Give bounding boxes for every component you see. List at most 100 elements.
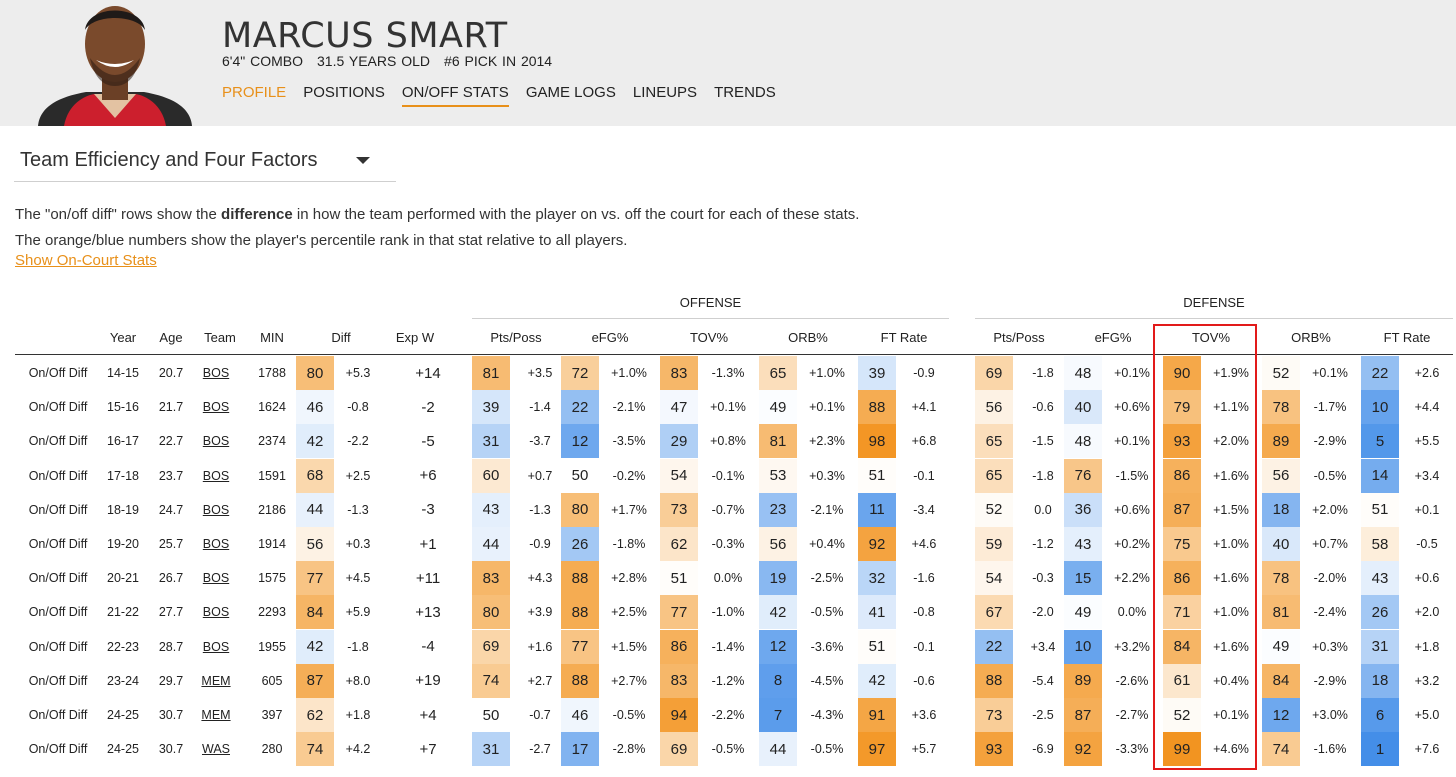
defense-percentile: 61 [1163,663,1201,698]
diff-value: -1.3 [347,502,369,517]
offense-value: -0.5% [612,708,646,722]
column-header-pts-poss[interactable]: Pts/Poss [490,330,542,345]
offense-percentile: 19 [759,561,797,596]
offense-percentile: 53 [759,458,797,493]
offense-value: -2.7 [529,742,551,757]
defense-percentile: 84 [1163,629,1201,664]
offense-percentile: 11 [858,492,896,527]
defense-value: -1.2 [1032,537,1054,551]
offense-percentile: 50 [472,698,510,732]
caret-down-icon [356,157,370,164]
diff-value: +4.2 [345,742,371,757]
offense-percentile: 81 [472,356,510,390]
column-header-orb-[interactable]: ORB% [788,330,828,345]
column-header-tov-[interactable]: TOV% [1191,330,1231,345]
defense-value: +2.0% [1213,434,1249,449]
column-header-age[interactable]: Age [159,330,183,345]
defense-percentile: 58 [1361,527,1399,561]
offense-percentile: 94 [660,698,698,732]
team-link[interactable]: BOS [202,537,230,551]
defense-value: -0.5% [1313,468,1347,483]
offense-value: 0.0% [713,571,743,586]
team-link[interactable]: BOS [202,400,230,415]
team-link[interactable]: BOS [202,434,230,449]
diff-value: +1.8 [345,708,371,722]
age-cell: 21.7 [158,400,184,415]
column-header-year[interactable]: Year [109,330,137,345]
diff-percentile: 42 [296,424,334,459]
tab-profile[interactable]: PROFILE [222,84,287,101]
offense-percentile: 44 [472,527,510,561]
team-link[interactable]: BOS [202,366,230,380]
defense-value: +0.1% [1312,366,1348,380]
defense-percentile: 10 [1064,629,1102,664]
column-header-ft-rate[interactable]: FT Rate [1383,330,1431,345]
tab-lineups[interactable]: LINEUPS [632,84,698,101]
offense-value: +1.7% [611,502,647,517]
offense-percentile: 74 [472,663,510,698]
tab-trends[interactable]: TRENDS [714,84,776,101]
offense-percentile: 47 [660,390,698,425]
team-link[interactable]: BOS [202,468,230,483]
tab-on-off-stats[interactable]: ON/OFF STATS [401,84,509,107]
offense-percentile: 39 [472,390,510,425]
year-cell: 24-25 [107,742,139,757]
diff-percentile: 87 [296,663,334,698]
offense-percentile: 46 [561,698,599,732]
column-header-exp-w[interactable]: Exp W [395,330,435,345]
team-link[interactable]: BOS [202,571,230,586]
defense-percentile: 5 [1361,424,1399,459]
defense-percentile: 54 [975,561,1013,596]
offense-value: -0.9 [913,366,935,380]
expected-wins: +7 [419,740,437,758]
column-header-team[interactable]: Team [204,330,236,345]
team-link[interactable]: BOS [202,639,230,654]
offense-value: +3.5 [527,366,553,380]
defense-percentile: 6 [1361,698,1399,732]
offense-percentile: 7 [759,698,797,732]
column-header-tov-[interactable]: TOV% [689,330,729,345]
defense-percentile: 78 [1262,390,1300,425]
player-header: MARCUS SMART 6'4" COMBO 31.5 YEARS OLD #6 … [0,0,1456,126]
group-header-offense: OFFENSE [679,295,742,310]
expected-wins: -4 [421,638,435,656]
defense-value: -2.0 [1032,605,1054,620]
defense-value: -2.9% [1313,434,1347,449]
team-link[interactable]: BOS [202,605,230,620]
stat-category-dropdown[interactable]: Team Efficiency and Four Factors [14,140,396,182]
offense-value: -1.6 [913,571,935,586]
offense-percentile: 12 [561,424,599,459]
defense-percentile: 93 [1163,424,1201,459]
diff-percentile: 84 [296,595,334,630]
show-on-court-stats-link[interactable]: Show On-Court Stats [15,252,157,269]
defense-value: -0.3 [1032,571,1054,586]
tab-positions[interactable]: POSITIONS [303,84,385,101]
column-header-orb-[interactable]: ORB% [1291,330,1331,345]
team-link[interactable]: MEM [201,673,231,688]
tab-game-logs[interactable]: GAME LOGS [525,84,616,101]
minutes-cell: 1575 [258,571,286,586]
defense-value: +7.6 [1414,742,1440,757]
defense-percentile: 67 [975,595,1013,630]
expected-wins: -5 [421,432,435,450]
column-header-ft-rate[interactable]: FT Rate [880,330,928,345]
column-header-diff[interactable]: Diff [331,330,351,345]
offense-value: -3.4 [913,502,935,517]
defense-percentile: 93 [975,732,1013,767]
expected-wins: -3 [421,501,435,519]
defense-value: -1.5% [1115,468,1149,483]
column-header-efg-[interactable]: eFG% [1094,330,1132,345]
column-header-efg-[interactable]: eFG% [591,330,629,345]
defense-percentile: 56 [975,390,1013,425]
team-link[interactable]: BOS [202,502,230,517]
column-header-pts-poss[interactable]: Pts/Poss [993,330,1045,345]
defense-percentile: 79 [1163,390,1201,425]
team-link[interactable]: MEM [201,708,231,722]
defense-percentile: 52 [975,492,1013,527]
team-link[interactable]: WAS [201,742,230,757]
offense-percentile: 54 [660,458,698,493]
defense-value: -0.5 [1416,537,1438,551]
age-cell: 26.7 [158,571,184,586]
column-header-min[interactable]: MIN [260,330,284,345]
defense-percentile: 76 [1064,458,1102,493]
